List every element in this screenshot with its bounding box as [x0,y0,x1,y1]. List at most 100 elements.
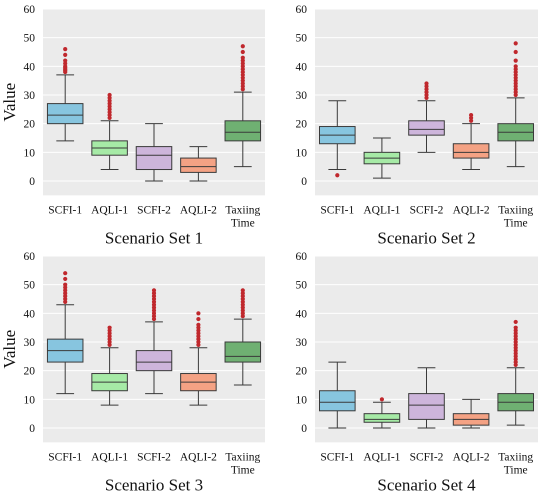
panel-title: Scenario Set 4 [377,475,476,494]
x-tick-label: AQLI-1 [363,204,400,216]
x-tick-label: AQLI-1 [363,451,400,463]
outlier-point [63,276,68,282]
y-tick-label: 40 [24,61,36,73]
box-aqli-1 [91,92,128,171]
outlier-point [107,325,112,330]
x-tick-label: Taxiing Time [225,204,260,229]
chart-panel-4: 0 10 20 30 40 50 60 SCFI-1 AQLI-1 SCFI-2 AQLI-2 Tax… [296,251,538,494]
y-tick-label: 20 [24,366,36,378]
y-tick-label: 0 [29,176,35,188]
box-aqli-1 [363,137,401,179]
box-iqr [408,120,445,136]
box-taxiing-time [497,41,534,168]
y-axis-label: Value [0,83,19,122]
x-tick-label: SCFI-1 [320,451,354,463]
y-tick-label: 30 [296,90,308,102]
outlier-point [63,52,68,57]
x-tick-label: AQLI-1 [91,451,128,463]
x-tick-label: SCFI-1 [48,451,82,463]
y-tick-label: 10 [296,394,308,406]
x-tick-label: AQLI-2 [180,204,217,216]
box-iqr [408,393,445,420]
box-scfi-1 [319,361,356,429]
outlier-point [335,173,340,178]
box-scfi-1 [46,271,84,395]
outlier-point [107,92,112,98]
y-tick-label: 20 [24,119,36,131]
outlier-point [513,41,518,46]
x-tick-label: AQLI-2 [180,451,217,463]
panel-title: Scenario Set 1 [105,228,203,247]
y-tick-label: 60 [24,251,36,263]
box-taxiing-time [224,288,262,386]
y-tick-label: 30 [24,90,36,102]
y-tick-label: 10 [24,394,36,406]
box-iqr [363,413,401,423]
outlier-point [63,47,68,52]
x-tick-label: SCFI-2 [410,451,444,463]
y-tick-label: 50 [296,280,308,292]
y-tick-label: 30 [296,337,308,349]
box-aqli-2 [452,112,490,171]
x-tick-label: AQLI-2 [453,204,490,216]
x-tick-label: SCFI-1 [320,204,354,216]
x-tick-label: Taxiing Time [498,204,533,229]
y-tick-label: 20 [296,366,308,378]
box-aqli-2 [180,146,217,182]
y-tick-label: 50 [24,280,36,292]
box-scfi-2 [135,123,173,182]
box-taxiing-time [224,44,262,168]
box-iqr [319,390,356,412]
outlier-point [63,282,68,287]
y-tick-label: 50 [24,33,36,45]
chart-panel-2: 0 10 20 30 40 50 60 SCFI-1 AQLI-1 SCFI-2 AQLI-2 Tax… [296,4,538,247]
outlier-point [513,325,518,330]
y-tick-label: 0 [301,423,307,435]
panel-title: Scenario Set 3 [105,475,203,494]
outlier-point [151,288,157,293]
outlier-point [513,64,518,69]
y-tick-label: 10 [296,147,308,159]
y-tick-label: 0 [301,176,307,188]
outlier-point [469,112,474,118]
panel-title: Scenario Set 2 [377,228,475,247]
y-tick-label: 0 [29,423,35,435]
y-tick-label: 60 [296,4,308,16]
box-scfi-2 [408,81,445,153]
outlier-point [379,397,384,402]
box-iqr [180,157,217,173]
outlier-point [240,55,245,60]
y-tick-label: 60 [296,251,308,263]
y-tick-label: 60 [24,4,36,16]
outlier-point [424,81,429,86]
box-scfi-2 [135,288,173,395]
y-tick-label: 20 [296,119,308,131]
box-scfi-1 [46,47,84,142]
outlier-point [513,319,518,325]
chart-panel-3: 0 10 20 30 40 50 60 Value SCFI-1 AQLI-1 SCFI-2 AQLI… [0,251,265,494]
y-tick-label: 40 [296,308,308,320]
outlier-point [63,271,68,276]
box-aqli-2 [180,311,217,406]
x-tick-label: SCFI-2 [137,204,171,216]
outlier-point [196,322,201,327]
x-tick-label: Taxiing Time [225,451,260,476]
box-iqr [452,143,490,159]
box-aqli-1 [91,325,128,406]
x-tick-label: Taxiing Time [498,451,533,476]
x-tick-label: SCFI-2 [137,451,171,463]
x-tick-label: SCFI-2 [410,204,444,216]
y-tick-label: 50 [296,33,308,45]
box-iqr [224,341,262,363]
outlier-point [196,316,201,322]
outlier-point [240,49,245,55]
outlier-point [63,58,68,63]
y-tick-label: 40 [24,308,36,320]
y-tick-label: 10 [24,147,36,159]
outlier-point [513,58,518,63]
box-aqli-2 [452,398,490,429]
chart-panel-1: 0 10 20 30 40 50 60 Value SCFI-1 AQLI-1 SCFI-2 AQLI… [0,4,265,247]
x-tick-label: AQLI-1 [91,204,128,216]
x-tick-label: AQLI-2 [453,451,490,463]
